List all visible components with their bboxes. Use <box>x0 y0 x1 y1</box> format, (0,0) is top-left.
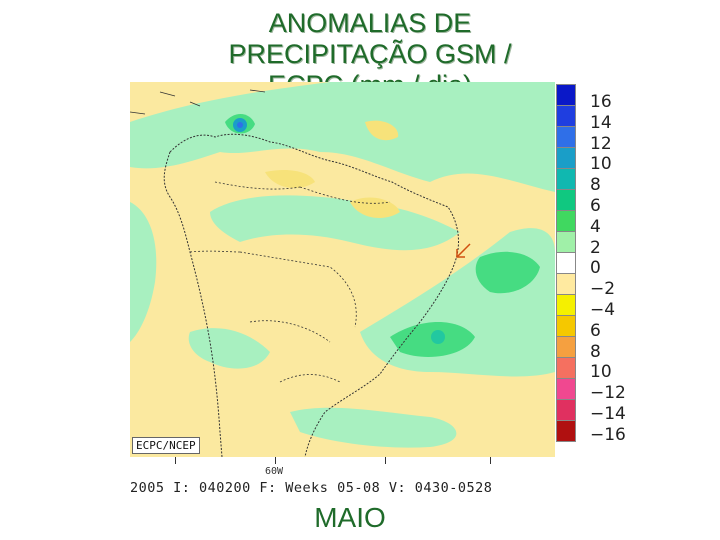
tick <box>275 457 276 464</box>
legend-swatch <box>556 315 576 336</box>
longitude-ticks <box>130 457 555 465</box>
legend-swatch <box>556 357 576 378</box>
legend-label: 10 <box>590 154 612 175</box>
run-info: 2005 I: 040200 F: Weeks 05-08 V: 0430-05… <box>130 480 493 496</box>
legend-swatch <box>556 231 576 252</box>
legend-swatch <box>556 210 576 231</box>
legend-label: 14 <box>590 112 612 133</box>
legend-swatch <box>556 168 576 189</box>
legend-label: 10 <box>590 362 612 383</box>
wet-anomaly-southeast <box>290 407 457 448</box>
dry-anomaly-guiana <box>365 120 399 141</box>
precipitation-anomaly-map <box>130 82 555 457</box>
legend-label: 8 <box>590 175 601 196</box>
dry-anomaly-andes <box>265 170 315 188</box>
legend-swatch <box>556 147 576 168</box>
legend-swatch <box>556 336 576 357</box>
legend-label: 6 <box>590 320 601 341</box>
legend-label: −14 <box>590 403 626 424</box>
legend-swatch <box>556 378 576 399</box>
legend-label: 2 <box>590 237 601 258</box>
legend-swatch <box>556 126 576 147</box>
wet-anomaly-north <box>130 82 555 192</box>
legend-label: −12 <box>590 383 626 404</box>
legend-swatch <box>556 189 576 210</box>
legend-swatch <box>556 105 576 126</box>
legend-swatch <box>556 420 576 442</box>
legend-label: 8 <box>590 341 601 362</box>
coastline-west <box>163 151 223 457</box>
anomaly-arrow-icon <box>456 243 471 258</box>
legend-label: 6 <box>590 195 601 216</box>
legend-swatch <box>556 252 576 273</box>
legend-label: −2 <box>590 279 616 300</box>
model-credit: ECPC/NCEP <box>132 437 200 454</box>
caribbean-islands <box>130 89 266 115</box>
legend-label: −16 <box>590 424 626 445</box>
legend-swatch <box>556 273 576 294</box>
tick <box>175 457 176 464</box>
title-line-2: PRECIPITAÇÃO GSM / <box>228 39 512 69</box>
legend-label: 4 <box>590 216 601 237</box>
country-borders <box>189 181 391 383</box>
tick <box>385 457 386 464</box>
longitude-label: 60W <box>265 466 284 477</box>
legend-label: 0 <box>590 258 601 279</box>
legend-labels: 16 14 12 10 8 6 4 2 0 −2 −4 6 8 10 −12 −14 −16 <box>590 92 626 446</box>
legend-label: −4 <box>590 299 616 320</box>
legend-label: 16 <box>590 92 612 112</box>
legend-swatch <box>556 84 576 105</box>
wet-max-caribbean-center <box>237 122 243 128</box>
wet-max-southeast <box>431 330 445 344</box>
wet-core-ocean-east <box>475 251 540 294</box>
legend-swatch <box>556 399 576 420</box>
month-label: MAIO <box>314 502 386 533</box>
legend-label: 12 <box>590 133 612 154</box>
title-line-1: ANOMALIAS DE <box>268 8 472 38</box>
color-legend <box>556 84 576 442</box>
legend-swatch <box>556 294 576 315</box>
tick <box>490 457 491 464</box>
wet-anomaly-west <box>130 202 157 342</box>
